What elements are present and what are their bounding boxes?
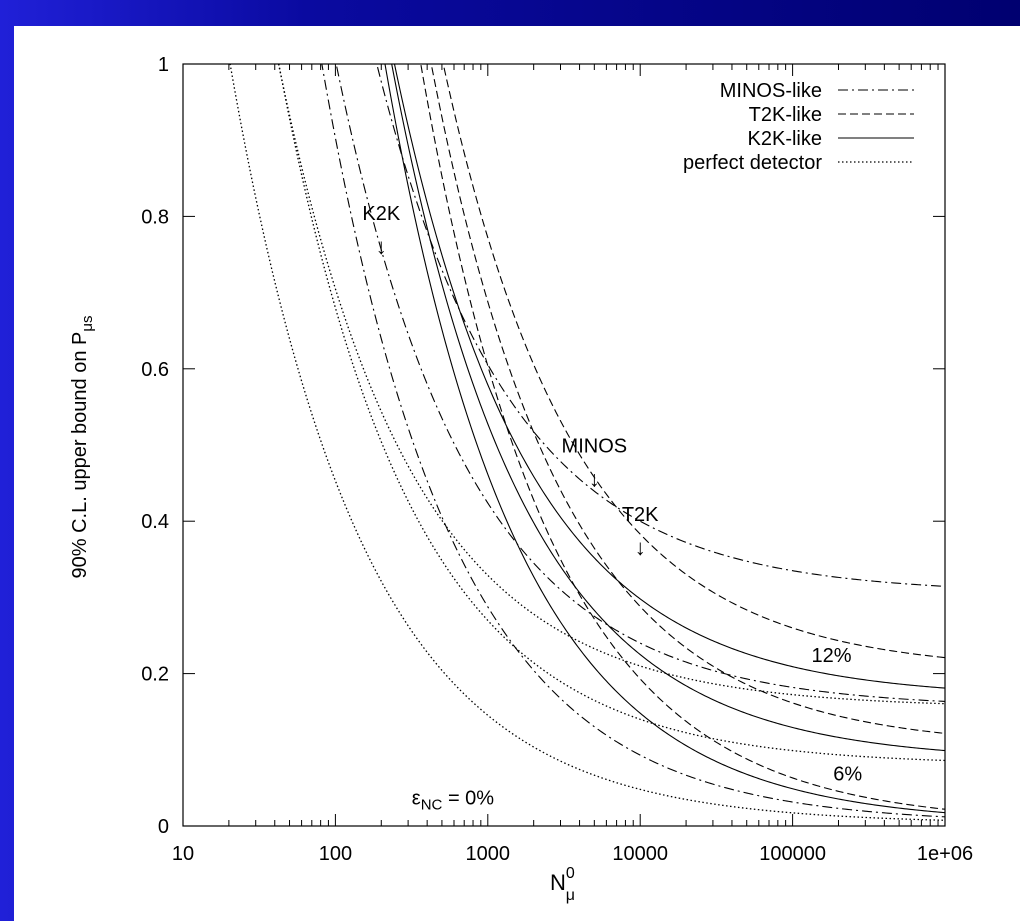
y-tick-label: 0.2 [141, 664, 169, 686]
epsilon-sub: NC [421, 797, 443, 814]
series-line-dotted-0 [229, 64, 945, 821]
annotations-layer: K2K ↓ MINOS ↓ T2K ↓ 12% 6% εNC = 0% [362, 203, 862, 813]
y-tick-label: 0.6 [141, 359, 169, 381]
x-tick-label: 10000 [612, 843, 668, 865]
series-line-solid-7 [391, 64, 945, 752]
y-tick-label: 0.8 [141, 206, 169, 228]
annotation-label: 12% [811, 645, 851, 667]
legend-entry-label: T2K-like [749, 104, 822, 126]
x-tick-label: 1e+06 [917, 843, 973, 865]
series-line-dashed-11 [442, 64, 945, 659]
annotation-label: K2K [362, 203, 400, 225]
y-axis-label-sub: μs [79, 315, 96, 331]
y-axis-label: 90% C.L. upper bound on Pμs [69, 315, 96, 578]
series-line-solid-8 [393, 64, 945, 689]
x-tick-label: 10 [172, 843, 194, 865]
y-tick-label: 0 [158, 816, 169, 838]
annotation-arrow: ↓ [589, 467, 600, 492]
series-line-solid-6 [384, 64, 945, 814]
legend-entry-label: MINOS-like [720, 80, 822, 102]
x-axis-label-base: N [550, 870, 566, 895]
plot-panel [14, 26, 1020, 921]
series-line-dashdot-5 [376, 64, 945, 587]
legend-entry-label: K2K-like [748, 128, 822, 150]
y-tick-label: 1 [158, 54, 169, 76]
y-axis-label-base: 90% C.L. upper bound on P [69, 332, 91, 579]
epsilon-symbol: ε [412, 788, 421, 810]
epsilon-rest: = 0% [442, 788, 494, 810]
legend-entry-label: perfect detector [683, 152, 822, 174]
curves-layer [229, 64, 945, 821]
annotation-arrow: ↓ [376, 234, 387, 259]
annotation-label: T2K [622, 504, 659, 526]
series-line-dashed-10 [430, 64, 945, 734]
x-tick-label: 100 [319, 843, 352, 865]
annotation-label: 6% [833, 763, 862, 785]
x-axis-label-sup: 0 [566, 865, 575, 882]
series-line-dotted-1 [278, 64, 945, 762]
x-axis-label: N0 μ [550, 865, 575, 904]
epsilon-annotation: εNC = 0% [412, 788, 495, 814]
series-line-dashed-9 [420, 64, 945, 810]
plot-frame [182, 63, 946, 827]
ticks-layer [182, 63, 946, 827]
labels-layer: 10 100 1000 10000 100000 1e+06 0 0.2 0.4 0.6 0.8 1 N… [69, 54, 973, 904]
x-tick-label: 1000 [466, 843, 511, 865]
series-line-dotted-2 [277, 64, 945, 705]
x-axis-label-sub: μ [566, 887, 575, 904]
x-tick-label: 100000 [759, 843, 826, 865]
annotation-arrow: ↓ [635, 535, 646, 560]
series-line-dashdot-3 [321, 64, 945, 818]
series-line-dashdot-4 [335, 64, 945, 702]
annotation-label: MINOS [562, 436, 628, 458]
y-tick-label: 0.4 [141, 511, 169, 533]
